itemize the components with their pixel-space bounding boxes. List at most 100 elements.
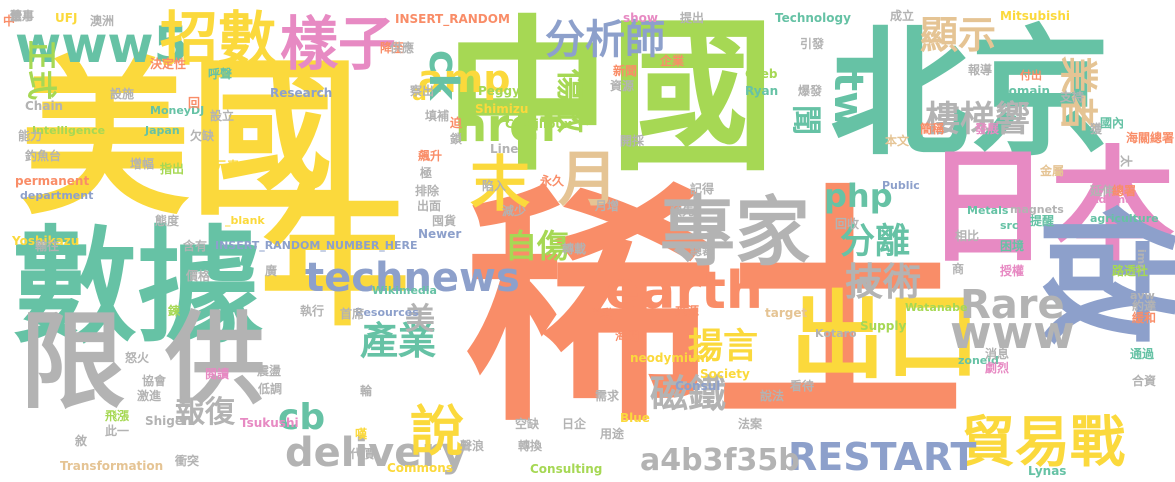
cloud-word-110: 報導 bbox=[968, 63, 993, 77]
cloud-word-173: 元素 bbox=[215, 159, 240, 173]
cloud-word-81: Kotaro bbox=[815, 327, 857, 340]
cloud-word-140: 法案 bbox=[738, 417, 763, 431]
cloud-word-102: 決定性 bbox=[150, 57, 187, 71]
cloud-word-184: 出面 bbox=[417, 199, 442, 213]
cloud-word-106: 新聞 bbox=[613, 64, 638, 78]
cloud-word-142: 海關 bbox=[615, 329, 640, 343]
cloud-word-122: 本文 bbox=[885, 134, 910, 148]
cloud-word-33: a bbox=[412, 81, 427, 106]
cloud-word-35: 技術 bbox=[845, 260, 922, 304]
cloud-word-87: Consulting bbox=[530, 462, 603, 476]
cloud-word-98: 中 bbox=[3, 14, 16, 28]
cloud-word-163: 閱讀 bbox=[205, 367, 230, 381]
cloud-word-190: 月增 bbox=[595, 199, 620, 213]
cloud-word-170: 釣魚台 bbox=[25, 149, 62, 163]
cloud-word-123: 金屬 bbox=[1040, 164, 1065, 178]
cloud-word-68: agriculture bbox=[1090, 212, 1159, 225]
cloud-word-1: 中國 bbox=[445, 1, 775, 193]
cloud-word-29: php bbox=[824, 177, 893, 215]
cloud-word-58: Shimizu bbox=[475, 102, 529, 116]
cloud-word-60: Line bbox=[490, 142, 519, 156]
cloud-word-27: amp bbox=[418, 57, 511, 101]
cloud-word-26: href bbox=[455, 99, 560, 152]
cloud-word-39: 磁鐵 bbox=[650, 372, 727, 416]
cloud-word-83: Society bbox=[700, 367, 750, 381]
cloud-word-6: 日本 bbox=[925, 135, 1175, 280]
cloud-word-119: 太 bbox=[1119, 154, 1134, 168]
cloud-word-15: 貿易戰 bbox=[960, 410, 1126, 474]
cloud-word-131: 授權 bbox=[1000, 264, 1025, 278]
cloud-word-156: 低調 bbox=[258, 382, 283, 396]
cloud-word-40: 揚言 bbox=[688, 327, 759, 367]
cloud-word-69: Newer bbox=[418, 227, 462, 241]
cloud-word-160: 激進 bbox=[137, 389, 162, 403]
cloud-word-189: 轉載 bbox=[562, 242, 587, 256]
cloud-word-97: 嘆 bbox=[355, 427, 368, 441]
cloud-word-126: 提醒 bbox=[1030, 214, 1055, 228]
cloud-word-72: Public bbox=[882, 179, 920, 192]
cloud-word-199: 華月 bbox=[10, 9, 35, 23]
cloud-word-63: Mitsubishi bbox=[1000, 9, 1070, 23]
cloud-word-162: 怒火 bbox=[125, 351, 150, 365]
cloud-word-120: 發展 bbox=[975, 122, 1000, 136]
cloud-word-99: 澳洲 bbox=[90, 14, 115, 28]
cloud-word-185: 囤貨 bbox=[432, 214, 457, 228]
cloud-word-137: 消息 bbox=[985, 347, 1010, 361]
cloud-word-80: target bbox=[765, 306, 808, 320]
cloud-word-187: 減少 bbox=[502, 204, 527, 218]
cloud-word-11: www5 bbox=[15, 16, 189, 74]
cloud-word-47: 美 bbox=[405, 302, 435, 337]
cloud-word-154: 衝突 bbox=[175, 454, 200, 468]
cloud-word-36: 顯示 bbox=[920, 13, 997, 57]
cloud-word-55: INSERT_RANDOM_NUMBER_HERE bbox=[215, 239, 418, 252]
cloud-word-178: 察出 bbox=[410, 84, 435, 98]
cloud-word-152: 此一 bbox=[105, 424, 130, 438]
cloud-word-48: 正式 bbox=[23, 40, 58, 100]
cloud-word-64: Greb bbox=[745, 67, 778, 81]
cloud-word-186: 陷入 bbox=[482, 179, 507, 193]
cloud-word-105: 迫 bbox=[450, 116, 463, 130]
cloud-word-32: n bbox=[855, 270, 874, 300]
cloud-word-84: zoneid bbox=[958, 354, 999, 367]
cloud-word-147: 用途 bbox=[600, 427, 625, 441]
cloud-word-128: 困境 bbox=[1000, 239, 1025, 253]
cloud-word-46: 聞 bbox=[788, 105, 823, 135]
cloud-word-174: 能力 bbox=[18, 129, 43, 143]
cloud-word-103: 呼聲 bbox=[208, 67, 233, 81]
cloud-word-57: Peggy bbox=[478, 84, 520, 98]
cloud-word-148: 轉換 bbox=[518, 439, 543, 453]
cloud-word-52: Japan bbox=[145, 124, 180, 137]
cloud-word-3: 北京 bbox=[830, 13, 1111, 176]
cloud-word-151: 飛漲 bbox=[105, 409, 130, 423]
cloud-word-157: 執行 bbox=[300, 304, 325, 318]
cloud-word-23: 說 bbox=[410, 400, 464, 463]
cloud-word-161: 協會 bbox=[142, 374, 167, 388]
cloud-word-158: 首席 bbox=[340, 307, 365, 321]
cloud-word-65: Ryan bbox=[745, 84, 779, 98]
cloud-word-90: Transformation bbox=[60, 459, 164, 473]
cloud-word-117: 獲 bbox=[1090, 122, 1103, 136]
cloud-word-85: Consul bbox=[675, 379, 721, 393]
cloud-word-195: 看待 bbox=[790, 379, 815, 393]
cloud-word-0: 稀土 bbox=[465, 164, 965, 455]
cloud-word-193: 總裁 bbox=[690, 244, 715, 258]
cloud-word-181: 飆升 bbox=[418, 149, 443, 163]
cloud-word-9: 供 bbox=[165, 301, 265, 418]
cloud-word-77: Wikimedia bbox=[372, 284, 437, 297]
cloud-word-144: 舉動 bbox=[590, 307, 615, 321]
cloud-word-12: 招數 bbox=[160, 5, 277, 73]
cloud-word-145: 空缺 bbox=[515, 417, 540, 431]
cloud-word-34: 分析師 bbox=[545, 17, 665, 63]
cloud-word-2: 美國 bbox=[20, 41, 361, 239]
cloud-word-172: 指出 bbox=[160, 162, 185, 176]
cloud-word-24: 月 bbox=[558, 145, 618, 215]
cloud-word-114: 引發 bbox=[800, 37, 825, 51]
cloud-word-188: 永久 bbox=[540, 174, 565, 188]
cloud-word-167: 含有 bbox=[183, 239, 208, 253]
cloud-word-194: 記得 bbox=[690, 182, 715, 196]
cloud-word-175: 欠缺 bbox=[190, 129, 215, 143]
cloud-word-19: RESTART bbox=[788, 435, 977, 479]
cloud-word-104: 回 bbox=[188, 96, 201, 110]
cloud-word-43: 自傷 bbox=[505, 227, 570, 265]
cloud-word-141: 需求 bbox=[595, 389, 620, 403]
